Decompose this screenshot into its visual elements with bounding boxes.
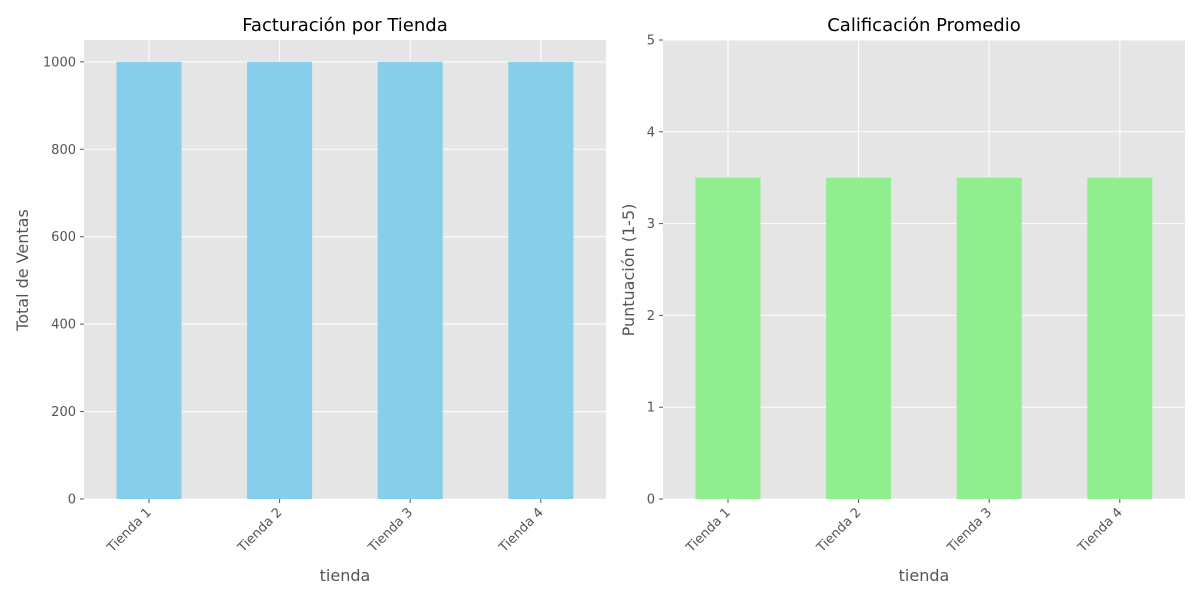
x-tick-label: Tienda 4 bbox=[496, 505, 547, 556]
revenue-chart: Facturación por Tienda 0 200 400 600 800 1000… bbox=[13, 15, 606, 585]
x-tick-label: Tienda 4 bbox=[1075, 505, 1126, 556]
bar bbox=[116, 61, 182, 499]
y-tick-label: 0 bbox=[68, 493, 76, 508]
bar bbox=[377, 61, 443, 499]
x-tick-label: Tienda 2 bbox=[814, 505, 865, 556]
x-axis-ticks: Tienda 1 Tienda 2 Tienda 3 Tienda 4 bbox=[683, 499, 1126, 556]
bar bbox=[956, 177, 1022, 499]
chart-title: Calificación Promedio bbox=[827, 15, 1021, 36]
bar bbox=[247, 61, 313, 499]
y-tick-label: 200 bbox=[51, 405, 76, 420]
y-tick-label: 800 bbox=[51, 143, 76, 158]
bars bbox=[695, 177, 1153, 499]
x-tick-label: Tienda 1 bbox=[683, 505, 734, 556]
x-tick-label: Tienda 3 bbox=[944, 505, 995, 556]
x-axis-label: tienda bbox=[320, 566, 371, 585]
x-tick-label: Tienda 3 bbox=[365, 505, 416, 556]
x-tick-label: Tienda 1 bbox=[104, 505, 155, 556]
y-tick-label: 1000 bbox=[43, 55, 76, 70]
chart-title: Facturación por Tienda bbox=[242, 15, 448, 36]
y-tick-label: 1 bbox=[647, 401, 655, 416]
y-tick-label: 0 bbox=[647, 493, 655, 508]
y-axis-label: Total de Ventas bbox=[13, 209, 32, 332]
y-tick-label: 600 bbox=[51, 230, 76, 245]
bar bbox=[826, 177, 892, 499]
x-tick-label: Tienda 2 bbox=[235, 505, 286, 556]
x-axis-ticks: Tienda 1 Tienda 2 Tienda 3 Tienda 4 bbox=[104, 499, 547, 556]
y-tick-label: 5 bbox=[647, 34, 655, 49]
y-tick-label: 400 bbox=[51, 318, 76, 333]
bar bbox=[1087, 177, 1153, 499]
y-tick-label: 2 bbox=[647, 309, 655, 324]
bars bbox=[116, 61, 574, 499]
bar bbox=[508, 61, 574, 499]
bar bbox=[695, 177, 761, 499]
y-axis-label: Puntuación (1-5) bbox=[619, 204, 638, 337]
y-tick-label: 3 bbox=[647, 217, 655, 232]
y-axis-ticks: 0 1 2 3 4 5 bbox=[647, 34, 663, 508]
x-axis-label: tienda bbox=[899, 566, 950, 585]
y-tick-label: 4 bbox=[647, 125, 655, 140]
y-axis-ticks: 0 200 400 600 800 1000 bbox=[43, 55, 84, 508]
